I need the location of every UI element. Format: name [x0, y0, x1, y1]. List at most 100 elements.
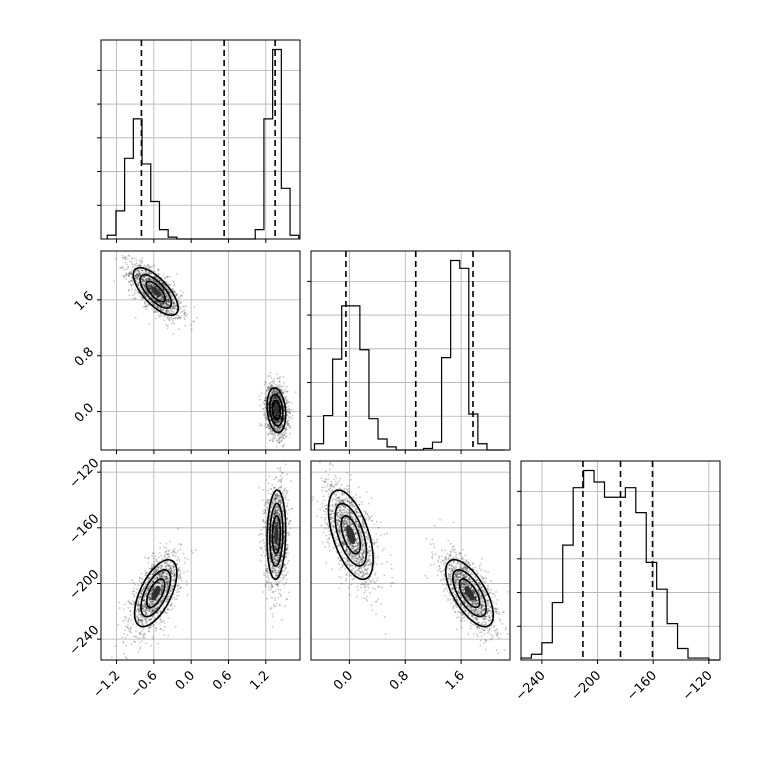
scatter-point — [279, 470, 282, 472]
scatter-point — [151, 308, 154, 310]
scatter-point — [268, 386, 271, 388]
scatter-point — [277, 414, 280, 417]
scatter-point — [291, 414, 294, 417]
scatter-point — [143, 618, 146, 620]
scatter-point — [160, 592, 163, 595]
scatter-point — [137, 616, 140, 619]
scatter-point — [156, 569, 158, 572]
scatter-point — [153, 586, 155, 588]
scatter-point — [147, 283, 149, 286]
scatter-point — [278, 384, 281, 386]
scatter-point — [174, 598, 176, 600]
scatter-point — [129, 614, 132, 616]
scatter-point — [157, 302, 160, 305]
scatter-point — [168, 301, 170, 304]
scatter-point — [168, 284, 171, 286]
scatter-point — [131, 579, 133, 582]
scatter-point — [272, 388, 275, 391]
scatter-point — [158, 582, 161, 585]
scatter-point — [162, 283, 165, 286]
scatter-point — [166, 302, 168, 305]
scatter-point — [179, 586, 182, 589]
scatter-point — [137, 651, 140, 653]
scatter-point — [269, 394, 271, 397]
scatter-point — [171, 294, 174, 297]
scatter-point — [165, 577, 168, 580]
scatter-point — [156, 301, 159, 304]
scatter-point — [163, 556, 166, 558]
scatter-point — [274, 556, 277, 559]
scatter-point — [275, 547, 278, 550]
scatter-point — [162, 282, 164, 284]
scatter-point — [268, 555, 271, 558]
scatter-point — [282, 515, 285, 517]
scatter-point — [177, 527, 179, 530]
scatter-point — [142, 276, 145, 279]
scatter-point — [176, 588, 179, 591]
scatter-point — [279, 576, 281, 579]
scatter-point — [268, 388, 270, 391]
scatter-point — [276, 543, 279, 545]
scatter-point — [265, 569, 267, 572]
scatter-point — [146, 277, 148, 280]
scatter-point — [157, 278, 160, 280]
scatter-point — [138, 619, 140, 622]
scatter-point — [270, 607, 273, 609]
scatter-point — [271, 380, 273, 383]
scatter-point — [166, 598, 169, 601]
scatter-point — [161, 294, 164, 297]
scatter-point — [184, 311, 187, 313]
scatter-point — [165, 590, 168, 593]
scatter-point — [272, 392, 274, 395]
scatter-point — [129, 610, 132, 612]
scatter-point — [139, 591, 142, 594]
scatter-point — [133, 292, 136, 295]
scatter-point — [126, 626, 129, 628]
scatter-point — [262, 488, 264, 491]
scatter-point — [273, 420, 276, 422]
scatter-point — [269, 427, 272, 429]
scatter-point — [281, 426, 283, 428]
scatter-point — [142, 637, 145, 639]
scatter-point — [276, 510, 279, 513]
scatter-point — [272, 397, 274, 400]
scatter-point — [287, 422, 290, 425]
scatter-point — [147, 576, 150, 579]
scatter-point — [163, 576, 165, 578]
scatter-point — [275, 522, 277, 525]
scatter-point — [174, 305, 177, 308]
scatter-point — [265, 396, 268, 399]
scatter-point — [139, 596, 142, 598]
scatter-point — [264, 399, 267, 402]
scatter-point — [177, 569, 180, 572]
scatter-point — [168, 568, 170, 571]
scatter-point — [275, 420, 278, 423]
scatter-point — [167, 300, 170, 303]
scatter-point — [183, 314, 186, 316]
scatter-point — [274, 499, 276, 501]
scatter-point — [124, 273, 127, 275]
scatter-point — [133, 640, 135, 643]
scatter-point — [283, 437, 286, 440]
scatter-point — [155, 285, 158, 288]
scatter-point — [125, 268, 128, 271]
scatter-point — [149, 598, 152, 600]
scatter-point — [264, 548, 267, 551]
scatter-point — [273, 396, 276, 399]
scatter-point — [164, 575, 167, 578]
scatter-point — [156, 301, 158, 304]
scatter-point — [273, 512, 276, 515]
scatter-point — [150, 284, 152, 287]
scatter-point — [143, 276, 146, 279]
scatter-point — [156, 576, 159, 578]
scatter-point — [162, 572, 164, 574]
scatter-point — [128, 273, 130, 276]
scatter-point — [172, 305, 175, 308]
scatter-point — [137, 611, 140, 614]
scatter-point — [275, 402, 278, 405]
scatter-point — [129, 280, 132, 282]
scatter-point — [139, 632, 142, 634]
scatter-point — [129, 610, 132, 613]
scatter-point — [276, 495, 279, 497]
scatter-point — [185, 583, 188, 586]
